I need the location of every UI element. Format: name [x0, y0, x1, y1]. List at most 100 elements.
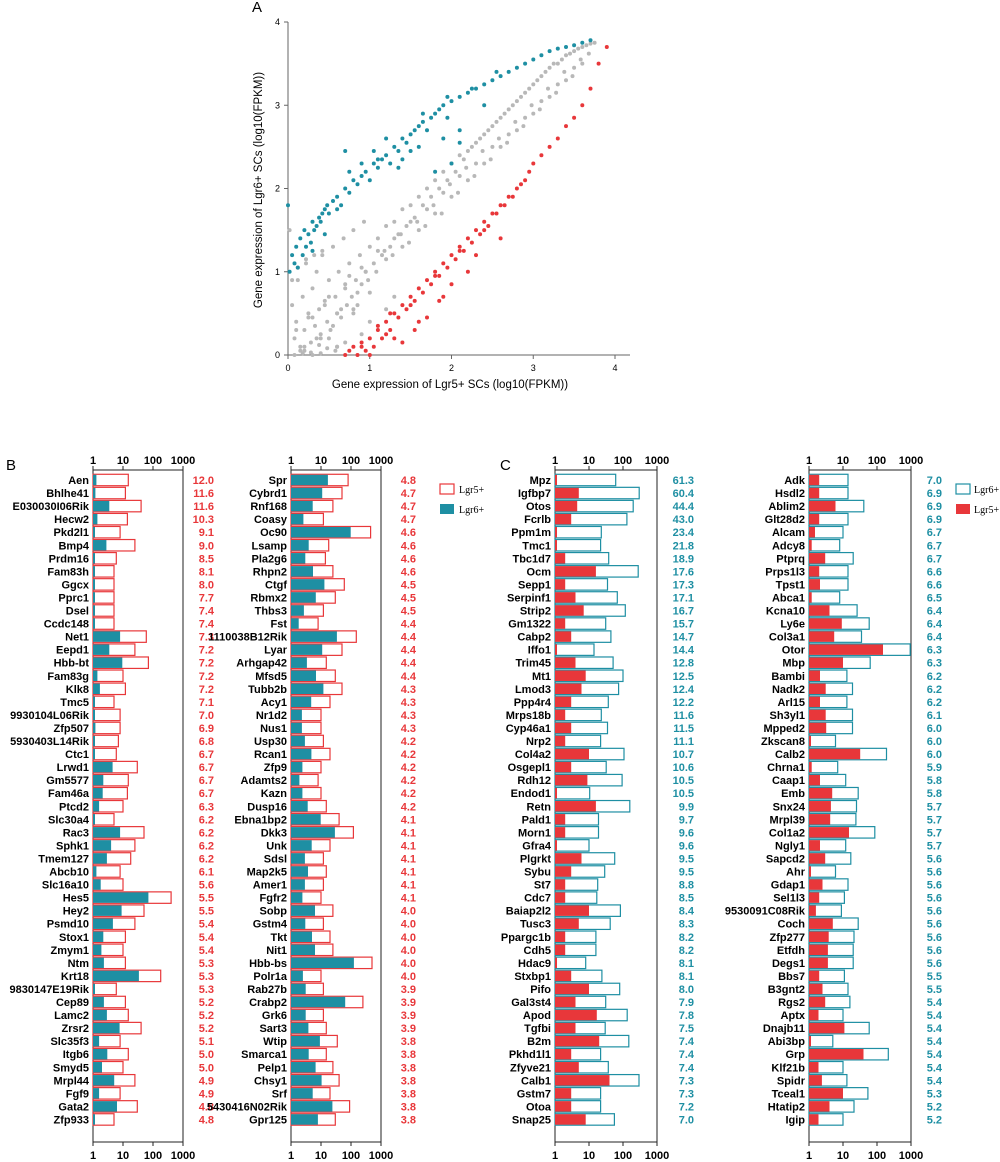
bar-fill-lgr5 [555, 722, 572, 734]
bar-fill-lgr5 [809, 879, 823, 890]
bar-outline-lgr6 [808, 591, 841, 604]
bar-fill-lgr5 [555, 1009, 597, 1021]
scatter-point-series-0 [294, 319, 299, 324]
fold-change-label: 7.4 [679, 1036, 695, 1048]
gene-label: Srf [272, 1088, 288, 1100]
scatter-point-series-0 [474, 161, 478, 166]
gene-label: Gm5577 [46, 775, 89, 787]
bar-outline-lgr6 [808, 734, 837, 748]
scatter-point-series-2 [412, 298, 417, 303]
fold-change-label: 6.8 [199, 736, 214, 748]
bar-fill-lgr5 [809, 1114, 819, 1125]
gene-label: Klf21b [771, 1062, 805, 1074]
bar-bottom-tick-label: 100 [342, 1150, 360, 1162]
gene-label: Rbmx2 [250, 592, 287, 604]
bar-top-tick-label: 1 [806, 455, 812, 467]
bar-fill-lgr5 [809, 657, 843, 668]
bar-fill-lgr6 [291, 474, 328, 486]
scatter-point-series-0 [392, 219, 397, 224]
scatter-point-series-2 [375, 323, 380, 328]
scatter-point-series-0 [465, 149, 470, 153]
bar-fill-lgr6 [291, 970, 303, 982]
scatter-point-series-0 [380, 253, 384, 258]
scatter-point-series-1 [400, 157, 405, 162]
scatter-point-series-0 [510, 103, 515, 108]
bar-outline-lgr5 [92, 734, 119, 748]
scatter-point-series-1 [322, 232, 327, 237]
scatter-point-series-0 [347, 261, 352, 266]
fold-change-label: 12.8 [673, 658, 694, 670]
scatter-point-series-0 [555, 61, 560, 66]
bar-fill-lgr5 [809, 1022, 845, 1034]
scatter-point-series-2 [494, 211, 499, 216]
bar-top-tick-label: 100 [144, 455, 162, 467]
bar-fill-lgr6 [291, 605, 304, 616]
bar-fill-lgr5 [555, 1114, 586, 1125]
fold-change-label: 5.6 [927, 893, 942, 905]
bar-bottom-tick-label: 1 [288, 1150, 294, 1162]
scatter-point-series-2 [433, 273, 438, 278]
scatter-point-series-1 [445, 94, 450, 99]
bar-fill-lgr5 [555, 827, 566, 838]
bar-fill-lgr5 [809, 787, 833, 799]
fold-change-label: 4.0 [401, 945, 416, 957]
scatter-point-series-2 [404, 307, 409, 312]
scatter-point-series-1 [343, 186, 348, 191]
scatter-point-series-0 [457, 174, 462, 178]
bar-fill-lgr6 [291, 1062, 316, 1073]
gene-label: Alcam [772, 527, 805, 539]
fold-change-label: 7.2 [199, 658, 214, 670]
bar-outline-lgr5 [92, 695, 115, 709]
bar-outline-lgr5 [92, 591, 115, 604]
scatter-point-series-0 [384, 257, 389, 262]
gene-label: Nus1 [260, 723, 287, 735]
scatter-point-series-0 [302, 344, 307, 349]
bar-fill-lgr6 [291, 500, 313, 512]
fold-change-label: 12.4 [673, 684, 695, 696]
bar-outline-lgr5 [92, 512, 129, 526]
scatter-point-series-2 [388, 311, 393, 316]
bar-top-tick-label: 1 [288, 455, 294, 467]
scatter-point-series-0 [447, 182, 452, 187]
bar-fill-lgr6 [93, 761, 113, 773]
scatter-point-series-2 [392, 336, 397, 341]
scatter-point-series-2 [465, 269, 470, 274]
scatter-point-series-0 [344, 303, 349, 308]
scatter-point-series-0 [437, 186, 442, 191]
bar-fill-lgr6 [291, 709, 302, 721]
fold-change-label: 5.7 [927, 814, 942, 826]
fold-change-label: 6.7 [199, 788, 214, 800]
gene-label: Mbp [782, 658, 805, 670]
bar-outline-lgr5 [92, 525, 121, 539]
scatter-point-series-0 [572, 49, 577, 54]
scatter-point-series-0 [298, 344, 303, 349]
gene-label: Baiap2l2 [506, 906, 551, 918]
bar-fill-lgr5 [809, 1088, 843, 1099]
fold-change-label: 11.5 [673, 723, 694, 735]
bar-outline-lgr5 [92, 551, 117, 565]
fold-change-label: 4.2 [401, 788, 416, 800]
fold-change-label: 6.7 [927, 540, 942, 552]
gene-label: Tusc3 [520, 919, 551, 931]
bar-fill-lgr5 [809, 605, 830, 616]
scatter-point-series-1 [339, 203, 344, 208]
bar-fill-lgr5 [555, 618, 566, 629]
scatter-point-series-0 [494, 119, 499, 124]
bar-fill-lgr5 [555, 761, 572, 773]
scatter-point-series-2 [580, 103, 585, 108]
gene-label: Tceal1 [772, 1088, 805, 1100]
fold-change-label: 4.3 [401, 723, 416, 735]
fold-change-label: 4.3 [401, 710, 416, 722]
gene-label: Sh3yl1 [770, 710, 805, 722]
scatter-point-series-0 [464, 165, 469, 170]
fold-change-label: 3.8 [401, 1088, 416, 1100]
fold-change-label: 8.1 [679, 971, 694, 983]
gene-label: Stxbp1 [514, 971, 551, 983]
fold-change-label: 5.2 [199, 1010, 214, 1022]
gene-label: St7 [534, 880, 551, 892]
gene-label: Tmc5 [60, 697, 89, 709]
fold-change-label: 4.9 [199, 1088, 214, 1100]
bar-fill-lgr6 [291, 905, 315, 916]
gene-label: Ablim2 [768, 501, 805, 513]
scatter-point-series-1 [359, 161, 364, 166]
